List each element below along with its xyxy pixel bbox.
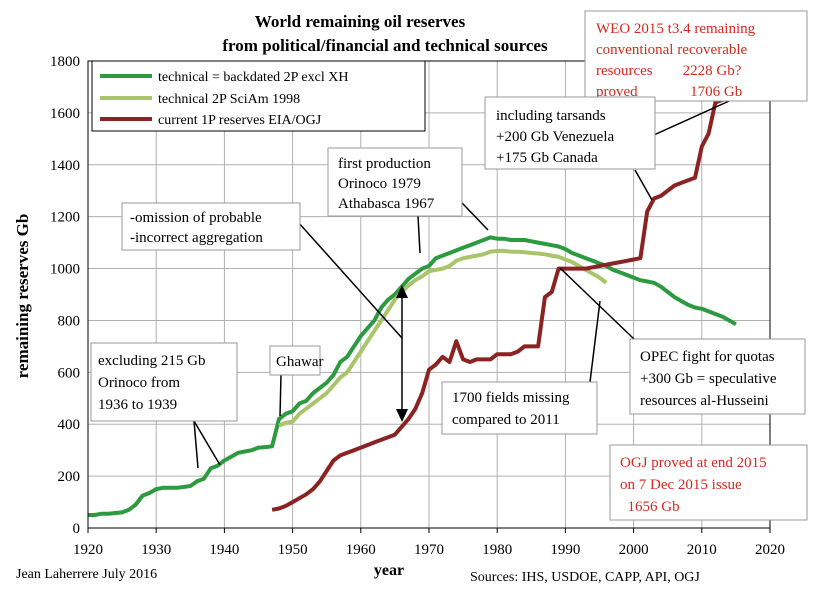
annotation-excluding-box: [90, 342, 238, 422]
chart-title-line2: from political/financial and technical s…: [222, 36, 548, 55]
annotation-omission-box: [121, 202, 301, 251]
annotation-leaders: [193, 96, 739, 469]
annotation-ogj-box: [609, 444, 808, 521]
annotation-first-production-box: [327, 147, 463, 217]
leader-ghawar: [279, 374, 282, 417]
annotation-fields-missing-line1: 1700 fields missing: [452, 390, 570, 406]
annotation-omission: -omission of probable -incorrect aggrega…: [121, 202, 301, 251]
x-tick-label: 2000: [619, 542, 649, 558]
annotation-tarsands: including tarsands +200 Gb Venezuela +17…: [484, 96, 656, 170]
leader-first-production-orinoco: [417, 215, 421, 254]
x-tick-label: 1930: [141, 542, 171, 558]
annotation-weo-line1: WEO 2015 t3.4 remaining: [596, 21, 756, 37]
series-layer: [88, 96, 737, 517]
annotation-tarsands-line2: +200 Gb Venezuela: [496, 129, 614, 145]
annotation-fields-missing: 1700 fields missing compared to 2011: [441, 381, 598, 435]
annotation-omission-line1: -omission of probable: [130, 210, 262, 226]
y-tick-label: 1800: [50, 54, 80, 70]
x-tick-label: 1990: [550, 542, 580, 558]
author-credit: Jean Laherrere July 2016: [16, 567, 157, 582]
x-tick-label: 1960: [346, 542, 376, 558]
y-tick-label: 200: [58, 469, 81, 485]
plot-frame: [87, 60, 771, 529]
series-line-technical-backdated: [88, 235, 737, 517]
annotation-excluding-line2: Orinoco from: [98, 375, 180, 391]
annotation-weo-line4: proved 1706 Gb: [596, 84, 742, 100]
bracket-arrow-down: [396, 409, 408, 422]
annotation-weo-line2: conventional recoverable: [596, 42, 748, 58]
annotation-tarsands-box: [484, 96, 656, 170]
x-tick-label: 1980: [482, 542, 512, 558]
annotation-tarsands-line1: including tarsands: [496, 108, 606, 124]
series-line-technical-sciam: [278, 248, 608, 428]
annotation-ogj-line2: on 7 Dec 2015 issue: [620, 477, 742, 493]
y-tick-label: 1600: [50, 106, 80, 122]
y-tick-label: 0: [73, 521, 81, 537]
annotation-weo-box: [584, 10, 808, 102]
annotation-excluding-line3: 1936 to 1939: [98, 397, 177, 413]
bracket-arrow-up: [396, 285, 408, 298]
series-line-current-1p: [271, 96, 736, 512]
x-tick-label: 1920: [73, 542, 103, 558]
annotation-first-production: first production Orinoco 1979 Athabasca …: [327, 147, 463, 217]
y-tick-label: 1400: [50, 158, 80, 174]
x-axis-label: year: [374, 562, 404, 579]
y-tick-label: 1000: [50, 262, 80, 278]
annotation-opec-line2: +300 Gb = speculative: [640, 371, 777, 387]
annotation-opec-line1: OPEC fight for quotas: [640, 349, 775, 365]
chart-title-line1: World remaining oil reserves: [255, 12, 466, 31]
annotation-first-production-line3: Athabasca 1967: [338, 196, 435, 212]
annotation-tarsands-line3: +175 Gb Canada: [496, 150, 598, 166]
leader-tarsands: [644, 96, 739, 140]
y-tick-label: 800: [58, 313, 81, 329]
annotation-opec-box: [629, 338, 806, 415]
annotation-ogj-line1: OGJ proved at end 2015: [620, 455, 767, 471]
x-tick-label: 1950: [278, 542, 308, 558]
legend-label-technical-sciam: technical 2P SciAm 1998: [158, 92, 300, 107]
axes-layer: 0 200 400 600 800 1000 1200 1400 1600 1800 1920 193…: [50, 54, 785, 558]
leader-omission: [297, 221, 403, 339]
annotation-first-production-line1: first production: [338, 156, 431, 172]
y-tick-label: 600: [58, 365, 81, 381]
annotation-fields-missing-box: [441, 381, 598, 435]
annotation-ghawar: Ghawar: [269, 345, 323, 376]
leader-excluding-b: [193, 420, 199, 469]
x-tick-label: 2010: [687, 542, 717, 558]
annotation-weo: WEO 2015 t3.4 remaining conventional rec…: [584, 10, 808, 102]
annotation-excluding: excluding 215 Gb Orinoco from 1936 to 19…: [90, 342, 238, 422]
legend-label-current-1p: current 1P reserves EIA/OGJ: [158, 113, 322, 128]
annotation-ghawar-box: [269, 345, 321, 376]
x-tick-label: 2020: [755, 542, 785, 558]
annotation-opec: OPEC fight for quotas +300 Gb = speculat…: [629, 338, 806, 415]
annotation-omission-line2: -incorrect aggregation: [130, 230, 263, 246]
annotation-ghawar-line1: Ghawar: [276, 354, 323, 370]
leader-fields-missing: [589, 300, 601, 383]
annotation-fields-missing-line2: compared to 2011: [452, 412, 560, 428]
annotation-ogj-line3: 1656 Gb: [620, 499, 680, 515]
x-tick-label: 1940: [209, 542, 239, 558]
annotation-excluding-line1: excluding 215 Gb: [98, 353, 205, 369]
annotation-weo-line3: resources 2228 Gb?: [596, 63, 742, 79]
y-tick-label: 1200: [50, 210, 80, 226]
y-tick-label: 400: [58, 417, 81, 433]
leader-excluding-a: [193, 420, 221, 466]
leader-opec: [559, 267, 635, 340]
leader-tarsands-down: [634, 169, 653, 201]
legend-label-technical-backdated: technical = backdated 2P excl XH: [158, 70, 348, 85]
x-tick-label: 1970: [414, 542, 444, 558]
annotation-ogj: OGJ proved at end 2015 on 7 Dec 2015 iss…: [609, 444, 808, 521]
legend: technical = backdated 2P excl XH technic…: [91, 60, 426, 132]
annotation-opec-line3: resources al-Husseini: [640, 393, 769, 409]
annotation-first-production-line2: Orinoco 1979: [338, 176, 421, 192]
y-axis-label: remaining reserves Gb: [13, 214, 32, 379]
sources-credit: Sources: IHS, USDOE, CAPP, API, OGJ: [470, 570, 700, 585]
